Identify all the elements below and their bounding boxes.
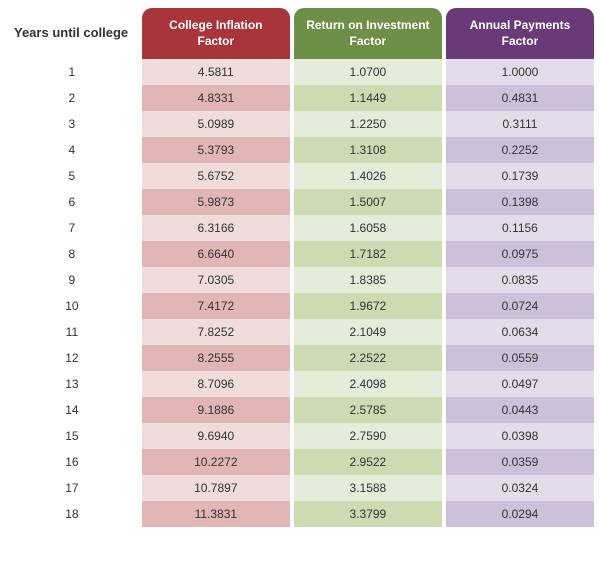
cell-col1: 5.3793 [142,137,290,163]
cell-col1: 11.3831 [142,501,290,527]
cell-years: 6 [6,189,138,215]
cell-col1: 6.3166 [142,215,290,241]
cell-col3: 0.0324 [446,475,594,501]
cell-col2: 1.4026 [294,163,442,189]
cell-col2: 2.7590 [294,423,442,449]
cell-years: 14 [6,397,138,423]
cell-col3: 0.2252 [446,137,594,163]
cell-years: 1 [6,59,138,85]
header-col1: College Inflation Factor [142,8,290,59]
cell-years: 10 [6,293,138,319]
cell-col2: 1.1449 [294,85,442,111]
header-row: Years until college College Inflation Fa… [6,8,594,59]
cell-col1: 6.6640 [142,241,290,267]
table-row: 138.70962.40980.0497 [6,371,594,397]
cell-years: 3 [6,111,138,137]
table-row: 1710.78973.15880.0324 [6,475,594,501]
cell-col3: 0.4831 [446,85,594,111]
cell-col1: 7.0305 [142,267,290,293]
cell-col3: 0.3111 [446,111,594,137]
cell-years: 12 [6,345,138,371]
cell-col1: 4.8331 [142,85,290,111]
cell-col3: 0.0975 [446,241,594,267]
cell-col2: 2.9522 [294,449,442,475]
table-row: 24.83311.14490.4831 [6,85,594,111]
cell-years: 9 [6,267,138,293]
cell-col1: 5.6752 [142,163,290,189]
cell-col1: 8.2555 [142,345,290,371]
header-years: Years until college [6,8,138,59]
cell-col3: 0.0398 [446,423,594,449]
cell-col2: 2.5785 [294,397,442,423]
cell-col2: 1.6058 [294,215,442,241]
table-row: 55.67521.40260.1739 [6,163,594,189]
cell-col3: 0.0634 [446,319,594,345]
cell-col1: 10.7897 [142,475,290,501]
table-row: 86.66401.71820.0975 [6,241,594,267]
cell-col2: 1.9672 [294,293,442,319]
cell-col1: 5.9873 [142,189,290,215]
table-row: 107.41721.96720.0724 [6,293,594,319]
header-col2: Return on Investment Factor [294,8,442,59]
cell-years: 5 [6,163,138,189]
table-row: 76.31661.60580.1156 [6,215,594,241]
cell-col1: 4.5811 [142,59,290,85]
cell-years: 17 [6,475,138,501]
table-row: 45.37931.31080.2252 [6,137,594,163]
cell-col1: 10.2272 [142,449,290,475]
cell-col3: 0.0359 [446,449,594,475]
cell-years: 18 [6,501,138,527]
table-row: 1811.38313.37990.0294 [6,501,594,527]
table-row: 149.18862.57850.0443 [6,397,594,423]
factors-table: Years until college College Inflation Fa… [6,8,594,527]
cell-years: 11 [6,319,138,345]
cell-years: 4 [6,137,138,163]
header-col3: Annual Payments Factor [446,8,594,59]
cell-col2: 1.0700 [294,59,442,85]
table-row: 1610.22722.95220.0359 [6,449,594,475]
cell-col2: 1.3108 [294,137,442,163]
cell-years: 16 [6,449,138,475]
cell-years: 7 [6,215,138,241]
cell-col2: 1.7182 [294,241,442,267]
cell-col1: 9.1886 [142,397,290,423]
cell-col1: 7.4172 [142,293,290,319]
table-row: 14.58111.07001.0000 [6,59,594,85]
cell-col1: 7.8252 [142,319,290,345]
table-row: 97.03051.83850.0835 [6,267,594,293]
cell-col2: 2.1049 [294,319,442,345]
cell-col2: 1.5007 [294,189,442,215]
table-row: 128.25552.25220.0559 [6,345,594,371]
cell-col1: 5.0989 [142,111,290,137]
cell-col3: 0.0443 [446,397,594,423]
cell-col3: 0.0294 [446,501,594,527]
cell-col3: 0.0835 [446,267,594,293]
cell-col2: 3.3799 [294,501,442,527]
cell-years: 15 [6,423,138,449]
table-row: 159.69402.75900.0398 [6,423,594,449]
cell-col3: 0.0497 [446,371,594,397]
cell-col3: 0.0559 [446,345,594,371]
cell-col2: 2.2522 [294,345,442,371]
cell-col2: 1.2250 [294,111,442,137]
cell-col3: 0.1156 [446,215,594,241]
cell-years: 8 [6,241,138,267]
cell-col1: 8.7096 [142,371,290,397]
cell-years: 13 [6,371,138,397]
table-row: 65.98731.50070.1398 [6,189,594,215]
cell-years: 2 [6,85,138,111]
table-row: 35.09891.22500.3111 [6,111,594,137]
cell-col3: 1.0000 [446,59,594,85]
cell-col2: 3.1588 [294,475,442,501]
cell-col3: 0.0724 [446,293,594,319]
cell-col2: 1.8385 [294,267,442,293]
cell-col2: 2.4098 [294,371,442,397]
table-row: 117.82522.10490.0634 [6,319,594,345]
cell-col1: 9.6940 [142,423,290,449]
cell-col3: 0.1739 [446,163,594,189]
cell-col3: 0.1398 [446,189,594,215]
